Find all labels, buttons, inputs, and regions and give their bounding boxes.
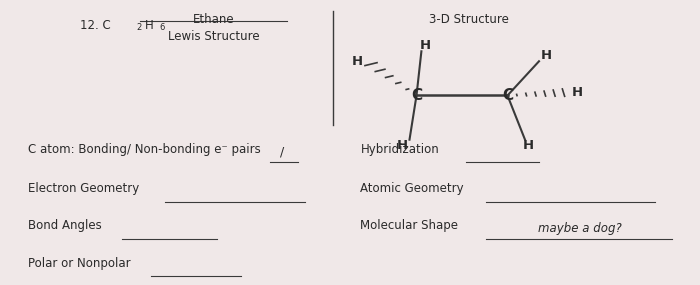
Text: Hybridization: Hybridization [360,142,440,156]
Text: H: H [351,55,363,68]
Text: Molecular Shape: Molecular Shape [360,219,458,233]
Text: 6: 6 [160,23,165,32]
Text: Atomic Geometry: Atomic Geometry [360,182,464,196]
Text: H: H [145,19,154,32]
Text: H: H [397,139,408,152]
Text: H: H [540,49,552,62]
Text: Ethane: Ethane [193,13,235,26]
Text: Polar or Nonpolar: Polar or Nonpolar [28,256,131,270]
Text: H: H [572,86,583,99]
Text: H: H [419,39,430,52]
Text: Lewis Structure: Lewis Structure [168,30,259,43]
Text: C atom: Bonding/ Non-bonding e⁻ pairs: C atom: Bonding/ Non-bonding e⁻ pairs [28,142,260,156]
Text: maybe a dog?: maybe a dog? [538,222,622,235]
Text: C: C [411,88,422,103]
Text: /: / [280,145,284,158]
Text: Bond Angles: Bond Angles [28,219,101,233]
Text: 12. C: 12. C [80,19,111,32]
Text: Electron Geometry: Electron Geometry [28,182,139,196]
Text: H: H [523,139,534,152]
Text: 2: 2 [136,23,141,32]
Text: 3-D Structure: 3-D Structure [429,13,509,26]
Text: C: C [502,88,513,103]
